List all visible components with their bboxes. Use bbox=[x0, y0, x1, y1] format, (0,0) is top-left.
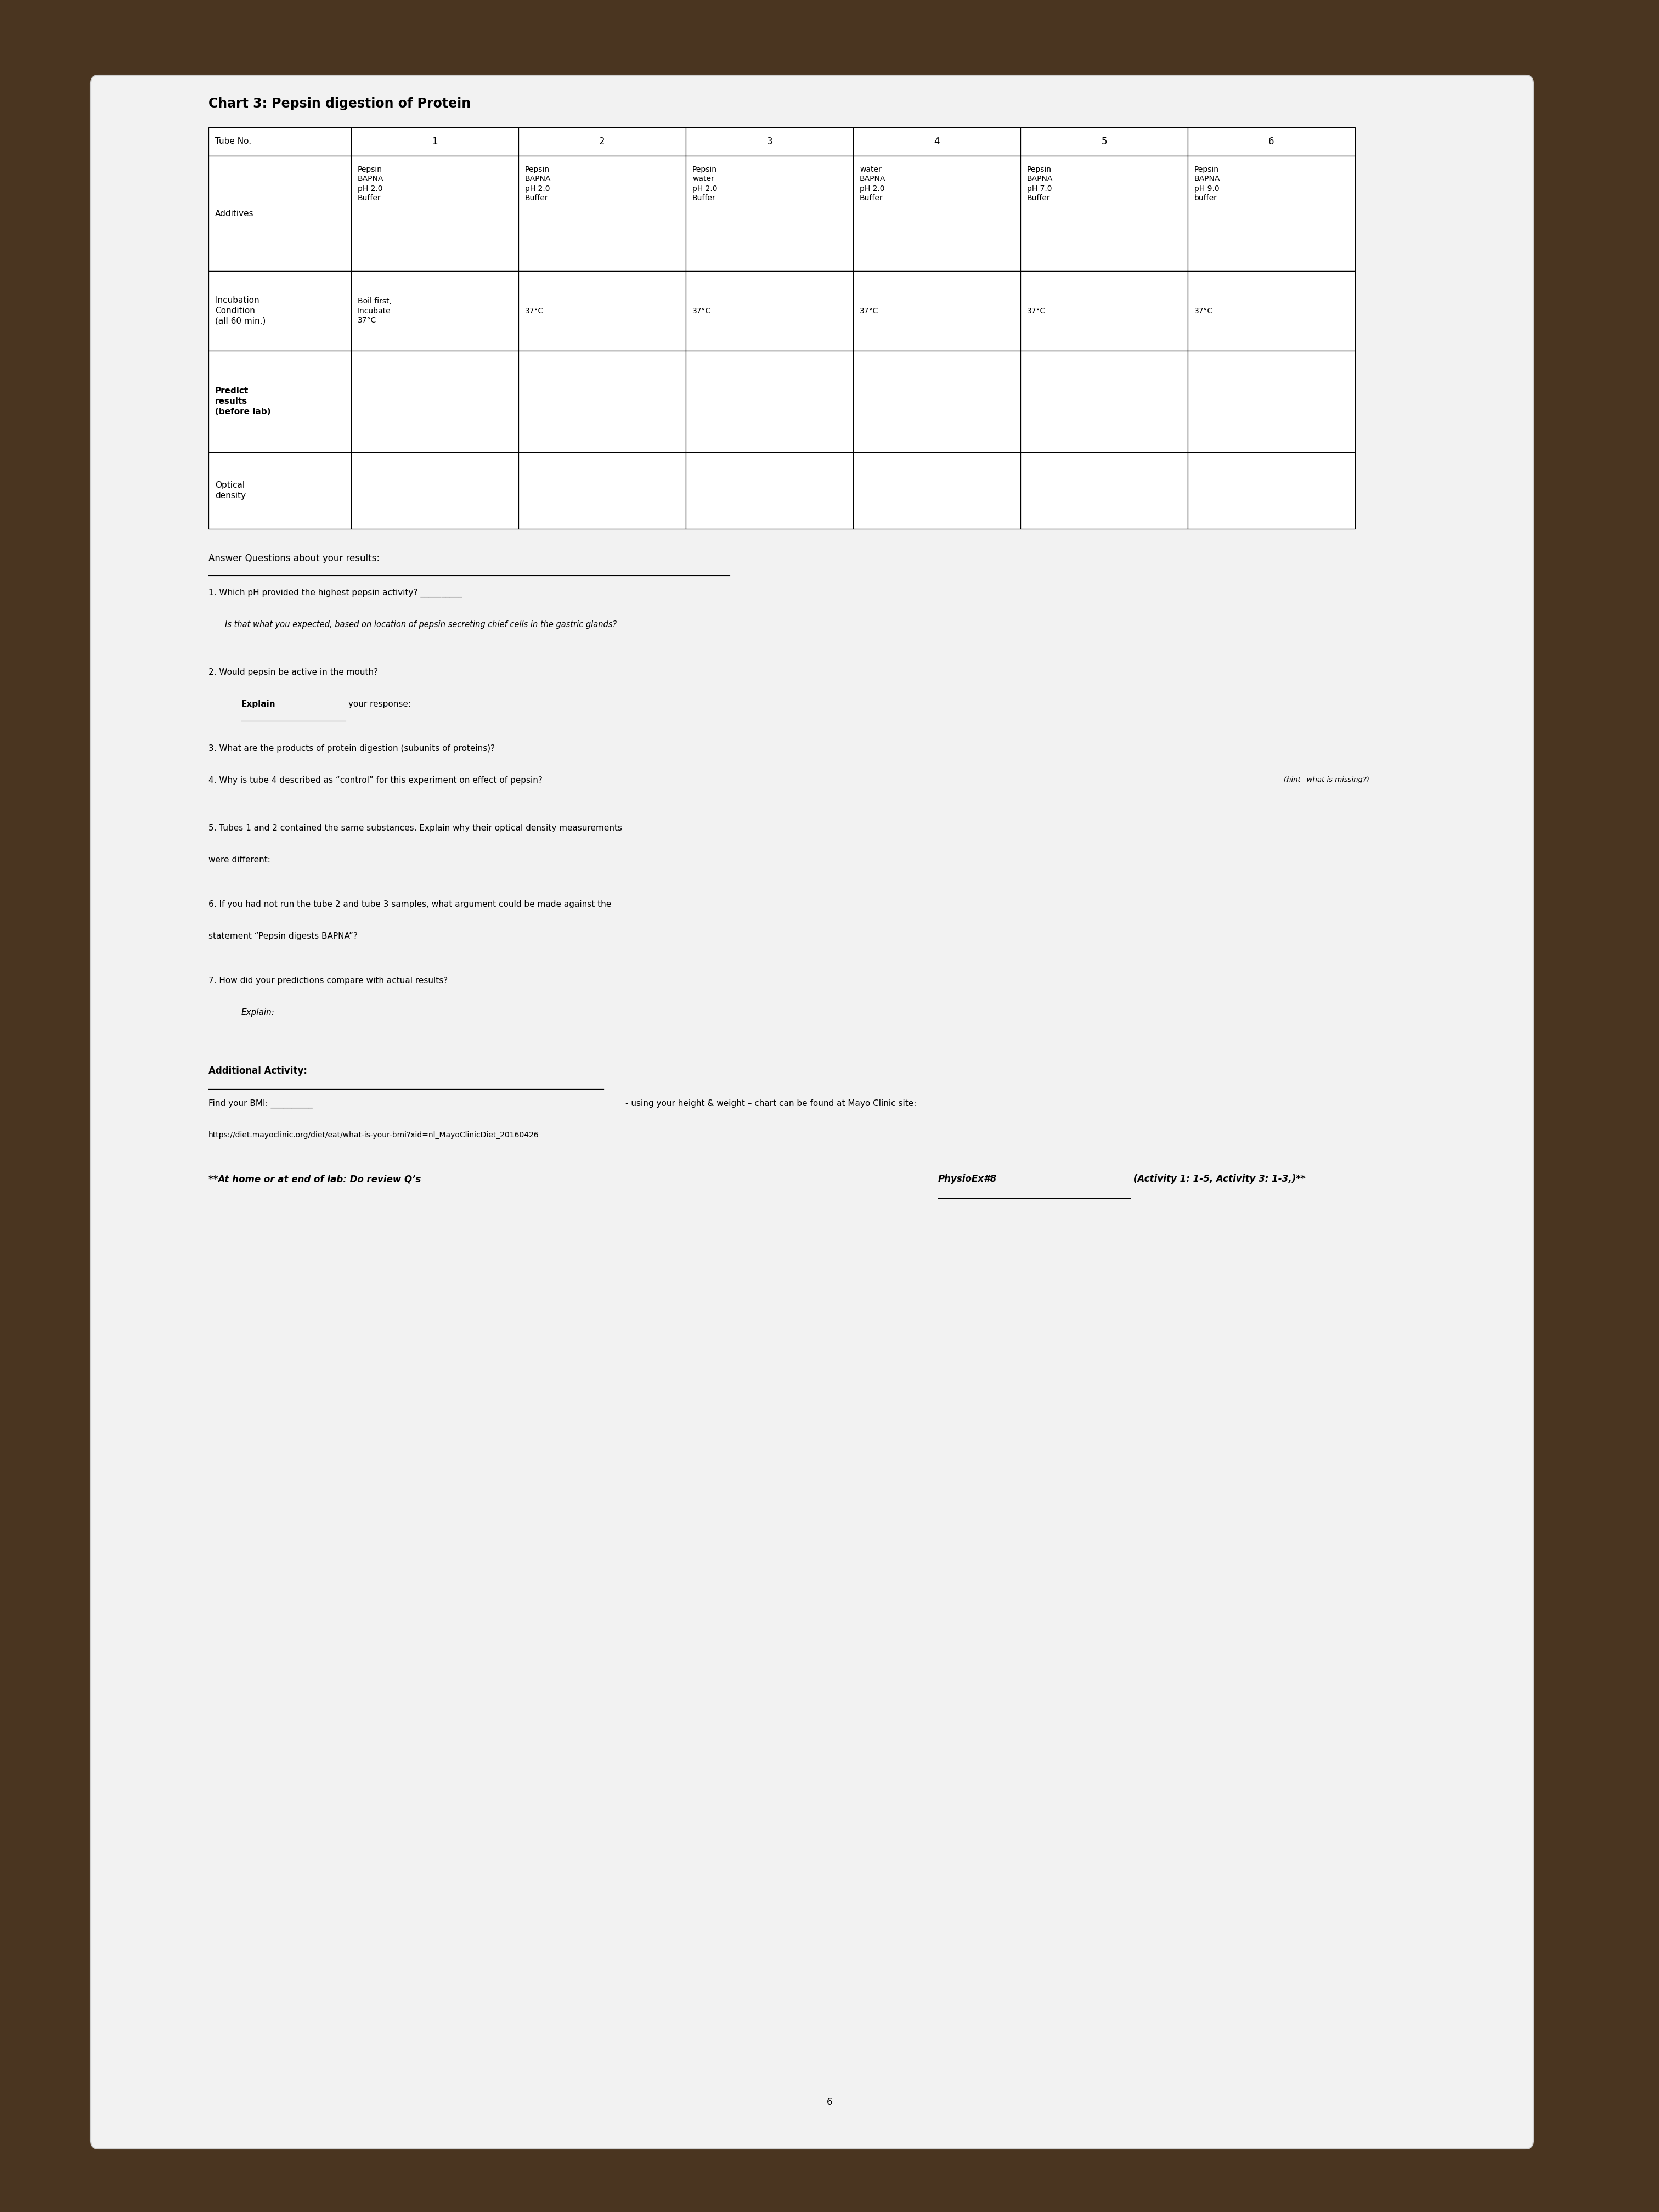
Bar bbox=[853, 451, 1020, 529]
Bar bbox=[853, 155, 1020, 272]
Text: Explain:: Explain: bbox=[242, 1009, 275, 1018]
Text: Explain: Explain bbox=[242, 699, 275, 708]
Text: Incubation
Condition
(all 60 min.): Incubation Condition (all 60 min.) bbox=[216, 296, 265, 325]
Text: 3: 3 bbox=[766, 137, 773, 146]
Bar bbox=[685, 128, 853, 155]
Bar bbox=[1020, 451, 1188, 529]
Text: 37°C: 37°C bbox=[524, 307, 544, 314]
Bar bbox=[352, 128, 518, 155]
Bar bbox=[1188, 128, 1355, 155]
Text: 4: 4 bbox=[934, 137, 939, 146]
Bar bbox=[209, 349, 352, 451]
Bar bbox=[1188, 155, 1355, 272]
Text: Is that what you expected, based on location of pepsin secreting chief cells in : Is that what you expected, based on loca… bbox=[226, 619, 617, 628]
Bar bbox=[1020, 272, 1188, 349]
Bar bbox=[685, 349, 853, 451]
FancyBboxPatch shape bbox=[91, 75, 1533, 2148]
Text: statement “Pepsin digests BAPNA”?: statement “Pepsin digests BAPNA”? bbox=[209, 931, 358, 940]
Text: your response:: your response: bbox=[345, 699, 411, 708]
Bar bbox=[352, 451, 518, 529]
Text: **At home or at end of lab: Do review Q’s: **At home or at end of lab: Do review Q’… bbox=[209, 1175, 425, 1183]
Bar bbox=[685, 272, 853, 349]
Bar bbox=[518, 128, 685, 155]
Text: Boil first,
Incubate
37°C: Boil first, Incubate 37°C bbox=[358, 296, 392, 325]
Text: 37°C: 37°C bbox=[1194, 307, 1213, 314]
Bar bbox=[352, 272, 518, 349]
Text: Optical
density: Optical density bbox=[216, 482, 246, 500]
Text: 37°C: 37°C bbox=[859, 307, 879, 314]
Bar bbox=[352, 349, 518, 451]
Text: 37°C: 37°C bbox=[692, 307, 712, 314]
Text: water
BAPNA
pH 2.0
Buffer: water BAPNA pH 2.0 Buffer bbox=[859, 166, 886, 201]
Bar bbox=[518, 451, 685, 529]
Bar bbox=[853, 349, 1020, 451]
Text: 1. Which pH provided the highest pepsin activity? __________: 1. Which pH provided the highest pepsin … bbox=[209, 588, 463, 597]
Text: Tube No.: Tube No. bbox=[216, 137, 251, 146]
Text: Find your BMI: __________: Find your BMI: __________ bbox=[209, 1099, 312, 1108]
Bar bbox=[209, 155, 352, 272]
Bar bbox=[352, 155, 518, 272]
Text: 5. Tubes 1 and 2 contained the same substances. Explain why their optical densit: 5. Tubes 1 and 2 contained the same subs… bbox=[209, 825, 622, 832]
Text: 6: 6 bbox=[1269, 137, 1274, 146]
Text: were different:: were different: bbox=[209, 856, 270, 865]
Text: 6. If you had not run the tube 2 and tube 3 samples, what argument could be made: 6. If you had not run the tube 2 and tub… bbox=[209, 900, 611, 909]
Bar bbox=[1188, 272, 1355, 349]
Bar bbox=[518, 272, 685, 349]
Text: - using your height & weight – chart can be found at Mayo Clinic site:: - using your height & weight – chart can… bbox=[625, 1099, 916, 1108]
Text: Pepsin
BAPNA
pH 2.0
Buffer: Pepsin BAPNA pH 2.0 Buffer bbox=[358, 166, 383, 201]
Bar bbox=[1020, 128, 1188, 155]
Text: PhysioEx#8: PhysioEx#8 bbox=[937, 1175, 997, 1183]
Text: 1: 1 bbox=[431, 137, 438, 146]
Bar bbox=[685, 155, 853, 272]
Text: 7. How did your predictions compare with actual results?: 7. How did your predictions compare with… bbox=[209, 978, 448, 984]
Bar bbox=[685, 451, 853, 529]
Bar bbox=[1020, 349, 1188, 451]
Bar bbox=[209, 272, 352, 349]
Text: Pepsin
water
pH 2.0
Buffer: Pepsin water pH 2.0 Buffer bbox=[692, 166, 717, 201]
Text: (Activity 1: 1-5, Activity 3: 1-3,)**: (Activity 1: 1-5, Activity 3: 1-3,)** bbox=[1130, 1175, 1306, 1183]
Bar bbox=[853, 128, 1020, 155]
Text: Additional Activity:: Additional Activity: bbox=[209, 1066, 307, 1075]
Bar bbox=[1020, 155, 1188, 272]
Text: Pepsin
BAPNA
pH 7.0
Buffer: Pepsin BAPNA pH 7.0 Buffer bbox=[1027, 166, 1053, 201]
Bar bbox=[1188, 349, 1355, 451]
Bar bbox=[1188, 451, 1355, 529]
Text: Pepsin
BAPNA
pH 2.0
Buffer: Pepsin BAPNA pH 2.0 Buffer bbox=[524, 166, 551, 201]
Text: Predict
results
(before lab): Predict results (before lab) bbox=[216, 387, 270, 416]
Text: 5: 5 bbox=[1102, 137, 1107, 146]
Bar bbox=[209, 451, 352, 529]
Bar bbox=[853, 272, 1020, 349]
Text: https://diet.mayoclinic.org/diet/eat/what-is-your-bmi?xid=nl_MayoClinicDiet_2016: https://diet.mayoclinic.org/diet/eat/wha… bbox=[209, 1130, 539, 1139]
Bar bbox=[209, 128, 352, 155]
Bar bbox=[518, 155, 685, 272]
Text: Chart 3: Pepsin digestion of Protein: Chart 3: Pepsin digestion of Protein bbox=[209, 97, 471, 111]
Text: Additives: Additives bbox=[216, 210, 254, 217]
Text: (hint –what is missing?): (hint –what is missing?) bbox=[1284, 776, 1369, 783]
Bar bbox=[518, 349, 685, 451]
Text: 2. Would pepsin be active in the mouth?: 2. Would pepsin be active in the mouth? bbox=[209, 668, 378, 677]
Text: Answer Questions about your results:: Answer Questions about your results: bbox=[209, 553, 380, 564]
Text: 4. Why is tube 4 described as “control” for this experiment on effect of pepsin?: 4. Why is tube 4 described as “control” … bbox=[209, 776, 546, 785]
Text: 2: 2 bbox=[599, 137, 606, 146]
Text: 3. What are the products of protein digestion (subunits of proteins)?: 3. What are the products of protein dige… bbox=[209, 745, 494, 752]
Text: 37°C: 37°C bbox=[1027, 307, 1045, 314]
Text: Pepsin
BAPNA
pH 9.0
buffer: Pepsin BAPNA pH 9.0 buffer bbox=[1194, 166, 1221, 201]
Text: 6: 6 bbox=[826, 2097, 833, 2108]
